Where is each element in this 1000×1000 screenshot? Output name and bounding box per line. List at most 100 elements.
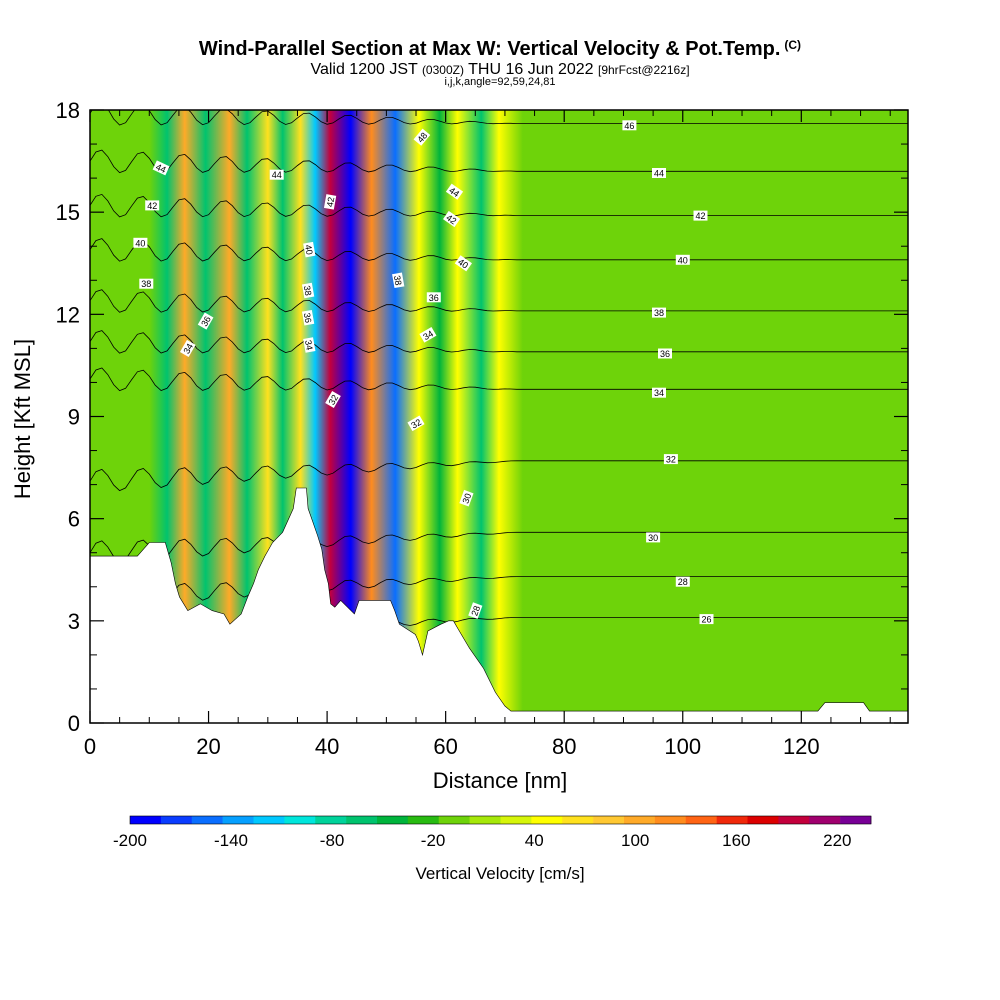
- theta-contour: [90, 576, 908, 607]
- contour-label-text: 38: [141, 279, 151, 289]
- contour-label: 34: [652, 387, 666, 398]
- contour-label-text: 44: [654, 169, 664, 179]
- contour-label-text: 38: [392, 275, 404, 287]
- colorbar-swatch: [593, 816, 625, 824]
- contour-label-text: 36: [302, 312, 314, 324]
- theta-contour: [90, 367, 908, 392]
- contour-label: 48: [413, 128, 431, 146]
- colorbar-swatch: [531, 816, 563, 824]
- y-tick-label: 6: [68, 507, 80, 532]
- contour-label: 38: [652, 307, 666, 318]
- x-tick-label: 20: [196, 734, 220, 759]
- contour-label-text: 38: [654, 308, 664, 318]
- colorbar-swatch: [500, 816, 532, 824]
- contour-label: 36: [426, 292, 441, 303]
- chart-title: Wind-Parallel Section at Max W: Vertical…: [198, 38, 802, 60]
- contour-label: 40: [303, 241, 316, 258]
- forecast-info: [9hrFcst@2216z]: [597, 63, 690, 77]
- contour-label: 42: [323, 194, 337, 210]
- colorbar-swatch: [778, 816, 810, 824]
- colorbar-swatch: [469, 816, 501, 824]
- colorbar-swatch: [747, 816, 779, 824]
- colorbar-tick-label: -200: [113, 831, 147, 850]
- valid-date: THU 16 Jun 2022: [468, 61, 594, 78]
- colorbar-swatch: [191, 816, 223, 824]
- contour-label-text: 34: [421, 328, 435, 342]
- colorbar-swatch: [284, 816, 316, 824]
- contour-label: 38: [392, 272, 405, 289]
- colorbar-swatch: [654, 816, 687, 824]
- y-axis-label: Height [Kft MSL]: [10, 338, 35, 500]
- contour-label-text: 40: [303, 244, 315, 256]
- colorbar-swatch: [253, 816, 285, 824]
- theta-contour: [90, 289, 908, 313]
- contour-label: 36: [302, 309, 315, 326]
- contour-label: 38: [139, 278, 154, 289]
- colorbar-tick-label: -140: [214, 831, 248, 850]
- contour-label: 44: [269, 169, 284, 180]
- contour-label: 40: [675, 254, 690, 265]
- colorbar-label: Vertical Velocity [cm/s]: [415, 864, 585, 883]
- contour-label-text: 30: [648, 533, 658, 543]
- contour-label: 26: [699, 614, 714, 625]
- contour-label-text: 34: [303, 339, 315, 351]
- y-tick-label: 18: [56, 98, 80, 123]
- contour-label: 34: [419, 326, 437, 343]
- theta-contour: [90, 193, 908, 218]
- contour-label: 44: [445, 183, 464, 200]
- contour-label: 32: [663, 454, 678, 465]
- contour-label: 36: [658, 348, 672, 359]
- contour-label: 38: [302, 282, 315, 299]
- colorbar-swatch: [809, 816, 841, 824]
- x-axis-label: Distance [nm]: [432, 768, 568, 793]
- colorbar-frame: [129, 815, 872, 825]
- valid-utc: (0300Z): [421, 63, 464, 77]
- colorbar-swatch: [562, 816, 594, 824]
- contour-label-text: 40: [678, 255, 688, 265]
- contour-label: 44: [652, 168, 666, 179]
- contour-label: 40: [454, 255, 473, 272]
- contour-label: 32: [325, 390, 341, 409]
- contour-label: 28: [468, 602, 483, 619]
- colorbar-swatch: [377, 816, 409, 824]
- contour-label-text: 28: [469, 604, 482, 617]
- contour-label-text: 48: [415, 130, 429, 144]
- contour-label-text: 40: [456, 257, 470, 271]
- contour-label-text: 42: [444, 212, 458, 226]
- colorbar-swatch: [222, 816, 254, 824]
- potential-temperature-contours: [90, 110, 908, 648]
- y-tick-label: 3: [68, 609, 80, 634]
- contour-label-text: 34: [654, 388, 664, 398]
- contour-label-text: 44: [272, 170, 282, 180]
- contour-label-text: 26: [701, 615, 711, 625]
- colorbar-swatch: [438, 816, 470, 824]
- contour-label-text: 42: [325, 196, 337, 208]
- x-tick-label: 120: [783, 734, 820, 759]
- contour-label-text: 42: [695, 211, 705, 221]
- theta-contour: [90, 460, 908, 492]
- contour-labels: 26 28 30 32 34 36 38 40 42 44 46 44 42 40 38 36 34 44 42 40…: [133, 120, 714, 625]
- colorbar-swatch: [346, 816, 378, 824]
- contour-label-text: 32: [409, 417, 423, 431]
- contour-label: 42: [442, 210, 461, 228]
- contour-label-text: 30: [460, 492, 473, 505]
- contour-label: 30: [646, 532, 661, 543]
- theta-contour: [90, 149, 908, 174]
- colorbar-tick-label: 40: [525, 831, 544, 850]
- contour-label-text: 28: [678, 577, 688, 587]
- contour-label: 34: [179, 339, 196, 357]
- theta-contour: [90, 238, 908, 262]
- colorbar-tick-label: 100: [621, 831, 649, 850]
- y-tick-label: 0: [68, 711, 80, 736]
- colorbar: -200 -140 -80 -20 40 100 160 220: [113, 815, 872, 850]
- colorbar-tick-label: 160: [722, 831, 750, 850]
- contour-label-text: 44: [154, 162, 167, 175]
- chart-subtitle: Valid 1200 JST (0300Z) THU 16 Jun 2022 […: [0, 61, 1000, 79]
- colorbar-swatch: [685, 816, 717, 824]
- contour-label: 32: [407, 415, 425, 432]
- colorbar-swatch: [716, 816, 748, 824]
- theta-contour: [90, 330, 908, 354]
- theta-contour: [90, 531, 908, 563]
